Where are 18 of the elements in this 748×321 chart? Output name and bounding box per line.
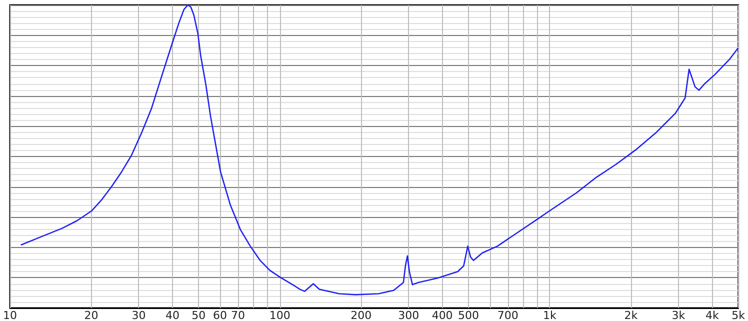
x-tick-label: 4k <box>705 309 720 321</box>
x-tick-label: 100 <box>269 309 290 321</box>
x-tick-label: 30 <box>132 309 146 321</box>
x-tick-label: 60 <box>212 309 227 321</box>
x-tick-label: 700 <box>497 309 518 321</box>
x-tick-label: 1k <box>543 309 558 321</box>
x-tick-label: 400 <box>432 309 453 321</box>
x-tick-label: 500 <box>458 309 479 321</box>
x-tick-label: 300 <box>398 309 420 321</box>
x-tick-label: 2k <box>624 309 638 321</box>
x-tick-label: 5k <box>732 309 746 321</box>
x-tick-label: 20 <box>84 309 98 321</box>
x-tick-label: 50 <box>192 309 206 321</box>
x-tick-label: 3k <box>672 309 686 321</box>
x-tick-label: 200 <box>350 309 372 321</box>
x-tick-label: 40 <box>165 309 180 321</box>
x-tick-label: 70 <box>231 309 246 321</box>
x-tick-label: 10 <box>3 309 17 321</box>
